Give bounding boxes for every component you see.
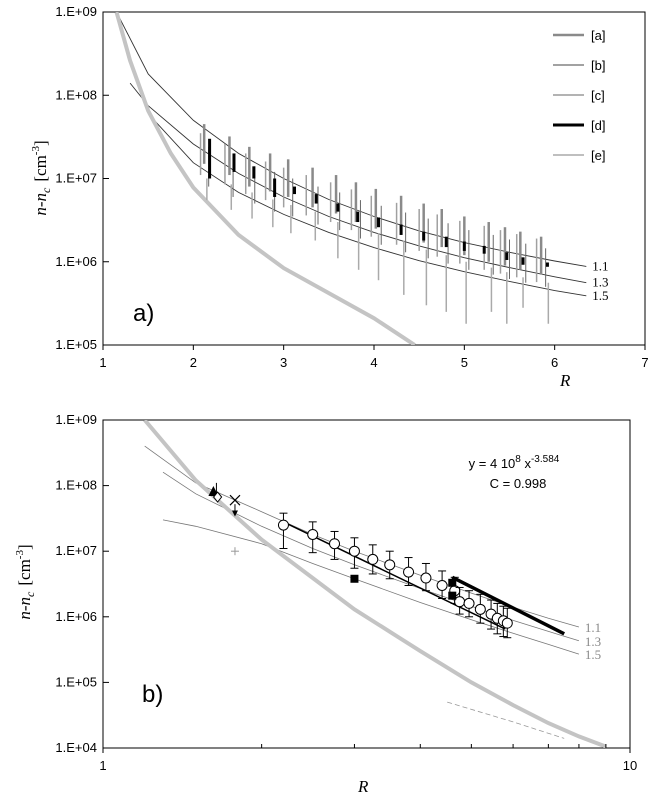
panel-b-cross-arrow-head xyxy=(231,510,238,517)
panel-b-curves xyxy=(143,420,607,748)
panel-b-x-axis-label: R xyxy=(357,777,369,796)
fit-equation-exponent: -3.584 xyxy=(531,454,560,465)
panel-b-curve-label: 1.3 xyxy=(585,634,601,649)
legend-label-a: [a] xyxy=(591,28,605,43)
panel-b-x-tick-label: 1 xyxy=(99,758,106,773)
panel-b-fit-line xyxy=(283,521,506,630)
panel-b-filled-square xyxy=(448,578,457,587)
panel-b-ylabel-sub: c xyxy=(23,591,37,597)
panel-b-open-circle xyxy=(501,617,513,629)
legend-label-e: [e] xyxy=(591,148,605,163)
panel-a-x-tick-label: 2 xyxy=(190,355,197,370)
panel-b-points xyxy=(208,482,513,639)
panel-a-curve-label: 1.1 xyxy=(592,258,608,273)
panel-b-reference-curve-1-1 xyxy=(144,445,580,628)
panel-a-curve-label: 1.3 xyxy=(592,275,608,290)
panel-a-plot-area xyxy=(102,11,646,346)
panel-b-reference-curve-1-5 xyxy=(162,519,580,655)
fit-equation-x: x xyxy=(521,456,532,471)
panel-a-x-tick-label: 6 xyxy=(551,355,558,370)
panel-a-reference-curve-1-5 xyxy=(147,113,587,297)
panel-b-y-tick-label: 1.E+06 xyxy=(55,609,97,624)
panel-b-ylabel-close: ] xyxy=(15,544,34,550)
panel-a-y-tick-label: 1.E+06 xyxy=(55,254,97,269)
panel-b-y-ticks: 1.E+04 1.E+05 1.E+06 1.E+07 1.E+08 1.E+09 xyxy=(55,412,109,755)
fit-equation-base: y = 4 10 xyxy=(469,456,516,471)
panel-b-open-circle xyxy=(474,603,486,615)
panel-a-y-tick-label: 1.E+05 xyxy=(55,337,97,352)
panel-b-plot-area xyxy=(102,419,631,749)
panel-a-x-tick-label: 5 xyxy=(461,355,468,370)
panel-a-x-ticks: 1 2 3 4 5 6 7 xyxy=(99,345,649,370)
panel-a-x-tick-label: 7 xyxy=(641,355,648,370)
panel-a-legend: [a] [b] [c] [d] [e] xyxy=(553,28,605,163)
panel-b-open-circle xyxy=(348,545,360,557)
panel-b-open-circle xyxy=(307,528,319,540)
legend-label-d: [d] xyxy=(591,118,605,133)
panel-a-limit-curve xyxy=(114,12,416,345)
panel-a-y-tick-label: 1.E+08 xyxy=(55,87,97,102)
panel-a-x-tick-label: 1 xyxy=(99,355,106,370)
panel-b-filled-square xyxy=(350,574,359,583)
panel-b-open-circle xyxy=(277,519,289,531)
legend-label-c: [c] xyxy=(591,88,605,103)
panel-b-filled-square xyxy=(448,591,457,600)
panel-b-limit-curve xyxy=(143,420,607,748)
panel-a-ylabel-main: n-n xyxy=(31,193,50,216)
panel-b-y-tick-label: 1.E+04 xyxy=(55,740,97,755)
panel-b-ylabel-exp: -3 xyxy=(14,550,26,560)
panel-b-open-diamond xyxy=(212,491,223,503)
panel-b-curve-label: 1.5 xyxy=(585,647,601,662)
panel-b: 1.E+04 1.E+05 1.E+06 1.E+07 1.E+08 1.E+09 1 10… xyxy=(14,412,637,796)
panel-b-open-circle xyxy=(420,572,432,584)
legend-label-b: [b] xyxy=(591,58,605,73)
panel-a-label: a) xyxy=(133,300,154,327)
panel-b-open-circle xyxy=(403,566,415,578)
fit-equation-power: 8 xyxy=(515,454,521,465)
panel-a-curve-labels: 1.1 1.31.5 xyxy=(592,258,608,302)
panel-b-curve-labels: 1.11.31.5 xyxy=(585,620,601,662)
panel-b-y-tick-label: 1.E+05 xyxy=(55,674,97,689)
panel-a-ylabel-close: ] xyxy=(31,140,50,146)
panel-a-y-tick-label: 1.E+07 xyxy=(55,171,97,186)
panel-b-y-tick-label: 1.E+08 xyxy=(55,478,97,493)
panel-a-curve-label: 1.5 xyxy=(592,288,608,303)
panel-a: 1.E+05 1.E+06 1.E+07 1.E+08 1.E+09 1 2 3 4 5 6 7 1… xyxy=(30,4,649,390)
panel-b-dashed-curve xyxy=(447,701,565,739)
panel-a-y-tick-label: 1.E+09 xyxy=(55,4,97,19)
panel-b-x-ticks: 1 10 xyxy=(99,744,637,773)
panel-b-open-circle xyxy=(367,553,379,565)
panel-b-x-tick-label: 10 xyxy=(623,758,637,773)
panel-b-y-tick-label: 1.E+07 xyxy=(55,543,97,558)
panel-b-cross-marker xyxy=(229,494,241,506)
panel-b-open-circle xyxy=(384,559,396,571)
panel-a-ylabel-sub: c xyxy=(39,187,53,193)
panel-b-open-circle xyxy=(436,580,448,592)
panel-b-curve-label: 1.1 xyxy=(585,620,601,635)
panel-b-open-circle xyxy=(463,597,475,609)
panel-b-ylabel-main: n-n xyxy=(15,597,34,620)
panel-b-open-circle xyxy=(329,538,341,550)
panel-b-thick-line xyxy=(451,575,565,636)
panel-a-y-axis-label: n-nc [cm-3] xyxy=(30,140,53,215)
panel-b-y-axis-label: n-nc [cm-3] xyxy=(14,544,37,619)
panel-b-label: b) xyxy=(142,681,163,708)
panel-b-y-tick-label: 1.E+09 xyxy=(55,412,97,427)
panel-a-x-tick-label: 3 xyxy=(280,355,287,370)
panel-a-ylabel-unit: [cm xyxy=(31,155,50,181)
panel-b-ylabel-unit: [cm xyxy=(15,559,34,585)
panel-a-error-bars xyxy=(199,124,550,324)
panel-a-y-ticks: 1.E+05 1.E+06 1.E+07 1.E+08 1.E+09 xyxy=(55,4,109,352)
panel-a-ylabel-exp: -3 xyxy=(30,146,42,156)
panel-a-x-tick-label: 4 xyxy=(370,355,377,370)
fit-equation: y = 4 108 x-3.584 xyxy=(469,454,560,471)
panel-a-x-axis-label: R xyxy=(559,371,571,390)
panel-a-curves xyxy=(114,12,587,345)
fit-correlation: C = 0.998 xyxy=(490,476,547,491)
